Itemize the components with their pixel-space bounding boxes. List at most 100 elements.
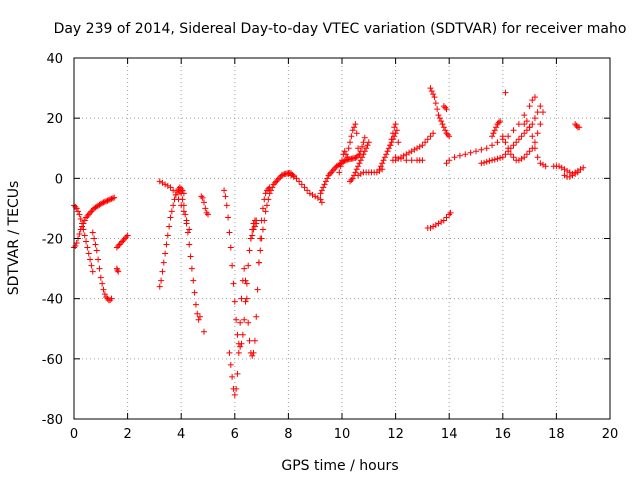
data-point-arc25 <box>428 88 435 95</box>
data-point-arc27 <box>467 149 474 156</box>
data-point-arc23 <box>397 155 404 162</box>
data-point-arc30 <box>502 151 509 158</box>
data-point-arc11 <box>243 280 250 287</box>
y-tick-label: 20 <box>46 112 63 127</box>
data-point-arc28 <box>490 130 497 137</box>
data-point-arc22 <box>416 143 423 150</box>
data-point-arc6 <box>170 202 177 209</box>
data-point-arc26 <box>442 104 449 111</box>
data-point-arc30 <box>537 103 544 110</box>
data-point-arc22 <box>406 149 412 156</box>
data-point-arc2 <box>84 244 91 251</box>
data-point-arc5 <box>116 241 123 248</box>
data-point-arc27 <box>443 160 450 167</box>
data-point-arc21 <box>391 124 398 131</box>
data-point-arc5 <box>124 232 131 239</box>
data-point-arc15 <box>296 178 303 185</box>
data-point-arc5 <box>123 233 130 240</box>
y-tick-label: -60 <box>42 353 63 368</box>
data-point-arc18 <box>355 163 362 170</box>
data-point-arc7 <box>156 178 163 185</box>
data-point-arc11 <box>234 331 241 338</box>
data-point-arc6 <box>160 259 167 266</box>
data-point-arc3 <box>95 256 102 263</box>
data-point-arc31 <box>505 145 512 152</box>
data-point-arc2 <box>77 215 84 222</box>
data-point-arc18 <box>365 139 372 146</box>
data-point-arc31 <box>499 133 506 140</box>
data-point-arc7 <box>167 184 174 191</box>
data-point-arc11 <box>231 298 238 305</box>
data-point-arc22 <box>400 152 407 159</box>
data-point-arc3 <box>103 294 110 301</box>
data-point-arc7 <box>162 181 169 188</box>
data-point-arc2 <box>80 226 87 233</box>
data-point-arc20 <box>380 157 387 164</box>
data-point-arc1 <box>103 198 110 205</box>
data-point-arc11 <box>229 262 236 269</box>
data-point-arc13 <box>261 217 268 224</box>
data-point-arc15 <box>318 199 325 206</box>
data-point-arc1 <box>84 212 91 219</box>
data-point-arc15 <box>309 191 316 198</box>
data-point-arc30 <box>518 133 525 140</box>
data-point-arc5 <box>120 237 127 244</box>
data-point-arc31 <box>507 151 514 158</box>
data-point-arc1 <box>104 197 111 204</box>
data-point-arc14 <box>249 232 256 239</box>
data-point-arc8 <box>194 310 201 317</box>
data-point-arc17 <box>355 145 362 152</box>
data-point-arc12 <box>241 265 248 272</box>
data-point-arc12 <box>235 349 242 356</box>
x-tick-label: 18 <box>548 427 565 442</box>
data-point-arc25 <box>436 115 443 122</box>
data-point-arc25 <box>438 118 445 125</box>
data-point-arc15 <box>298 181 305 188</box>
data-point-arc12 <box>229 373 236 380</box>
data-point-arc11 <box>239 331 246 338</box>
data-point-arc11 <box>225 214 232 221</box>
data-point-arc24 <box>435 220 442 227</box>
data-point-arc16 <box>353 154 360 161</box>
data-point-arc14 <box>250 226 257 233</box>
data-point-arc8 <box>186 241 193 248</box>
data-point-arc22 <box>408 148 415 155</box>
data-point-arc3 <box>92 241 99 248</box>
data-point-arc34 <box>561 172 568 179</box>
data-point-arc15 <box>304 187 311 194</box>
data-point-arc11 <box>242 298 249 305</box>
data-point-arc8 <box>178 190 185 197</box>
data-point-arc19 <box>355 172 362 179</box>
data-point-arc27 <box>478 146 485 153</box>
data-point-arc17 <box>339 157 345 164</box>
data-point-arc12 <box>265 185 272 192</box>
data-point-arc4 <box>114 267 121 274</box>
data-point-arc8 <box>195 316 202 323</box>
data-point-arc8 <box>184 229 191 236</box>
data-point-arc25 <box>444 131 451 138</box>
data-point-arc25 <box>432 100 439 107</box>
data-point-arc5 <box>115 243 122 250</box>
data-point-arc1 <box>72 243 79 250</box>
data-point-arc34 <box>569 172 576 179</box>
data-point-arc18 <box>352 169 359 176</box>
data-point-arc29 <box>502 89 509 96</box>
data-point-arc8 <box>179 196 186 203</box>
data-point-arc30 <box>499 154 506 161</box>
data-point-arc17 <box>337 163 344 170</box>
data-point-arc13 <box>266 190 273 197</box>
data-point-arc15 <box>314 194 321 201</box>
x-tick-label: 8 <box>284 427 292 442</box>
data-point-arc7 <box>159 179 166 186</box>
data-point-arc11 <box>230 280 237 287</box>
data-point-arc12 <box>226 349 233 356</box>
data-point-arc12 <box>237 319 244 326</box>
data-point-arc17 <box>336 169 343 176</box>
data-point-arc2 <box>83 238 90 245</box>
data-point-arc5 <box>117 240 124 247</box>
data-point-arc17 <box>345 145 352 152</box>
data-point-arc11 <box>233 316 240 323</box>
data-point-arc18 <box>353 166 360 173</box>
data-point-arc13 <box>265 196 272 203</box>
